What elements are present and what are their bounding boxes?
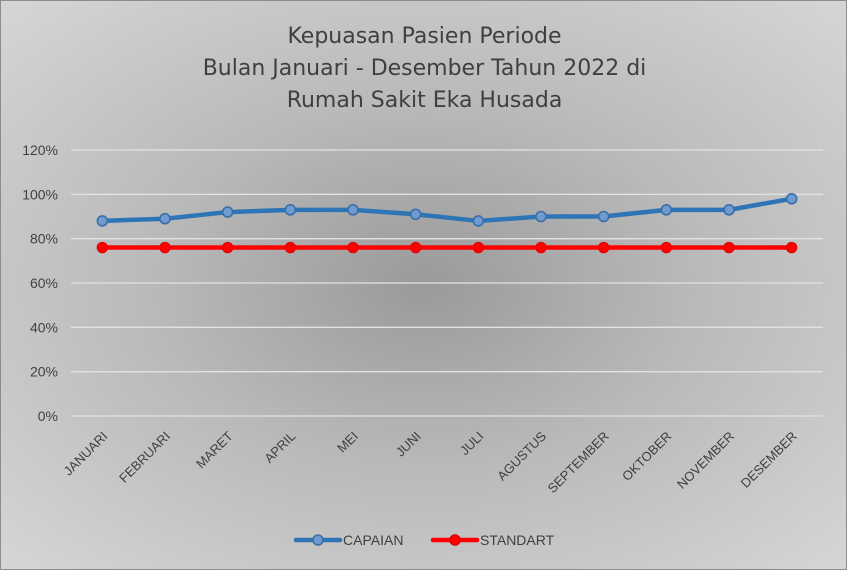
legend-marker bbox=[312, 534, 324, 546]
data-point bbox=[347, 241, 359, 254]
data-point bbox=[597, 241, 610, 254]
x-axis: JANUARI FEBRUARI MARET APRIL MEI JUNI JULI AGUS… bbox=[61, 428, 800, 496]
x-tick-label: MEI bbox=[334, 429, 361, 456]
y-tick-label: 60% bbox=[30, 275, 58, 291]
x-tick-label: MARET bbox=[193, 428, 236, 471]
data-point bbox=[472, 215, 485, 227]
data-point bbox=[284, 204, 297, 216]
x-tick-label: NOVEMBER bbox=[674, 429, 737, 492]
chart-title: Kepuasan Pasien Periode Bulan Januari - … bbox=[1, 21, 847, 117]
series-group bbox=[96, 192, 798, 254]
data-point bbox=[660, 204, 673, 216]
x-tick-label: JUNI bbox=[393, 429, 424, 460]
data-point bbox=[284, 241, 297, 254]
data-point bbox=[159, 212, 171, 225]
gridlines bbox=[71, 149, 823, 417]
data-point bbox=[535, 210, 547, 223]
data-point bbox=[96, 215, 109, 227]
legend: CAPAIAN STANDART bbox=[293, 532, 555, 548]
data-point bbox=[96, 241, 109, 254]
y-tick-label: 20% bbox=[30, 364, 58, 380]
data-point bbox=[785, 192, 798, 205]
data-point bbox=[159, 241, 171, 254]
y-tick-label: 100% bbox=[22, 186, 58, 202]
chart-title-line-3: Rumah Sakit Eka Husada bbox=[286, 88, 563, 113]
data-point bbox=[597, 210, 610, 223]
x-tick-label: FEBRUARI bbox=[116, 429, 173, 486]
data-point bbox=[409, 208, 422, 221]
series-standart bbox=[96, 241, 798, 254]
y-tick-label: 0% bbox=[38, 408, 58, 424]
data-point bbox=[409, 241, 422, 254]
data-point bbox=[472, 241, 485, 254]
legend-marker bbox=[449, 534, 461, 546]
y-tick-label: 40% bbox=[30, 319, 58, 335]
x-tick-label: DESEMBER bbox=[738, 429, 800, 491]
series-line bbox=[100, 196, 794, 224]
data-point bbox=[723, 241, 735, 254]
x-tick-label: SEPTEMBER bbox=[544, 429, 611, 496]
legend-item: STANDART bbox=[430, 532, 555, 548]
legend-item: CAPAIAN bbox=[293, 532, 403, 548]
x-tick-label: JANUARI bbox=[61, 429, 111, 479]
x-tick-label: AGUSTUS bbox=[494, 428, 549, 483]
chart-title-line-2: Bulan Januari - Desember Tahun 2022 di bbox=[202, 56, 647, 81]
series-capaian bbox=[96, 192, 798, 227]
chart-title-line-1: Kepuasan Pasien Periode bbox=[287, 24, 562, 49]
legend-label: CAPAIAN bbox=[343, 532, 403, 548]
y-tick-label: 80% bbox=[30, 231, 58, 247]
data-point bbox=[535, 241, 547, 254]
data-point bbox=[221, 206, 234, 218]
x-tick-label: JULI bbox=[457, 429, 487, 459]
data-point bbox=[347, 204, 359, 216]
data-point bbox=[723, 204, 735, 216]
y-axis: 0% 20% 40% 60% 80% 100% 120% bbox=[22, 142, 58, 424]
x-tick-label: OKTOBER bbox=[619, 429, 674, 484]
data-point bbox=[221, 241, 234, 254]
data-point bbox=[660, 241, 673, 254]
y-tick-label: 120% bbox=[22, 142, 58, 158]
data-point bbox=[785, 241, 798, 254]
x-tick-label: APRIL bbox=[261, 429, 298, 466]
legend-label: STANDART bbox=[480, 532, 555, 548]
